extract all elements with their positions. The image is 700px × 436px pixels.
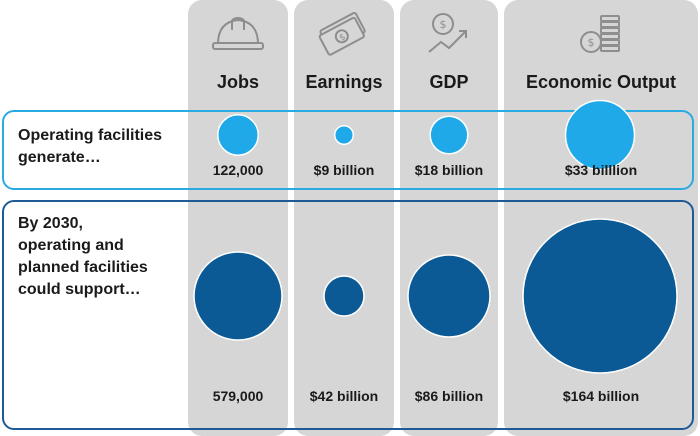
- bubble-2030-gdp: [407, 254, 491, 338]
- column-header-gdp: GDP: [429, 72, 469, 92]
- value-current-earnings: $9 billion: [313, 162, 375, 178]
- column-header-jobs: Jobs: [216, 72, 259, 92]
- bubble-2030-earnings: [323, 275, 365, 317]
- bubble-2030-output: [522, 218, 678, 374]
- column-header-economic-output: Economic Output: [526, 72, 676, 92]
- value-current-output: $33 billlion: [564, 162, 638, 178]
- value-2030-jobs: 579,000: [212, 388, 264, 404]
- value-2030-output: $164 billion: [562, 388, 640, 404]
- row-label-2030: By 2030, operating and planned facilitie…: [18, 213, 148, 301]
- row-label-line: generate…: [18, 149, 101, 166]
- bubble-current-output: [564, 99, 636, 171]
- column-header-earnings: Earnings: [305, 72, 383, 92]
- value-2030-gdp: $86 billion: [414, 388, 484, 404]
- growth-chart-coin-icon: $: [400, 10, 498, 58]
- value-current-gdp: $18 billion: [414, 162, 484, 178]
- svg-text:$: $: [338, 32, 348, 44]
- bubble-current-earnings: [333, 124, 355, 146]
- row-label-line: operating and: [18, 237, 124, 254]
- row-label-current: Operating facilities generate…: [18, 125, 162, 169]
- column-earnings: $ Earnings: [294, 0, 394, 436]
- bubble-current-jobs: [217, 114, 259, 156]
- row-box-current: [2, 110, 694, 190]
- hard-hat-icon: [188, 10, 288, 58]
- row-label-line: Operating facilities: [18, 127, 163, 144]
- value-current-jobs: 122,000: [212, 162, 264, 178]
- row-box-2030: [2, 200, 694, 430]
- bubble-2030-jobs: [193, 251, 283, 341]
- row-label-line: could support…: [18, 281, 141, 298]
- row-label-line: By 2030,: [18, 215, 83, 232]
- column-gdp: $ GDP: [400, 0, 498, 436]
- value-2030-earnings: $42 billion: [309, 388, 379, 404]
- coin-stack-icon: $: [504, 10, 698, 58]
- money-bills-icon: $: [294, 10, 394, 58]
- svg-text:$: $: [588, 36, 595, 49]
- row-label-line: planned facilities: [18, 259, 148, 276]
- svg-text:$: $: [440, 18, 447, 31]
- column-jobs: Jobs: [188, 0, 288, 436]
- bubble-current-gdp: [429, 115, 469, 155]
